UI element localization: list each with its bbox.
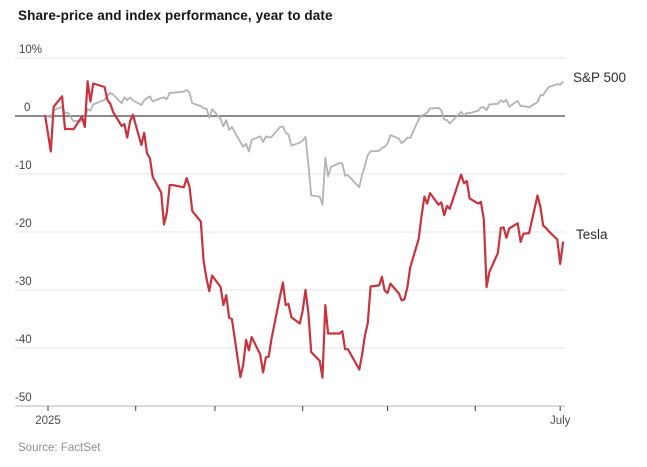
x-axis-label: July	[550, 415, 571, 427]
y-axis-label: -40	[15, 334, 32, 346]
y-axis-label: -30	[15, 276, 32, 288]
series-line-s-p-500	[44, 80, 564, 206]
y-axis-label: 0	[24, 102, 30, 114]
source-note: Source: FactSet	[18, 442, 101, 454]
legend-tesla: Tesla	[576, 227, 608, 242]
chart-title: Share-price and index performance, year …	[18, 8, 333, 23]
x-axis-label: 2025	[35, 415, 61, 427]
legend-sp500: S&P 500	[573, 70, 627, 85]
y-axis-label: -20	[15, 218, 32, 230]
y-axis-label: -50	[15, 392, 32, 404]
series-line-tesla	[44, 80, 565, 379]
y-axis-label: -10	[15, 160, 32, 172]
y-axis-label: 10%	[19, 44, 42, 56]
